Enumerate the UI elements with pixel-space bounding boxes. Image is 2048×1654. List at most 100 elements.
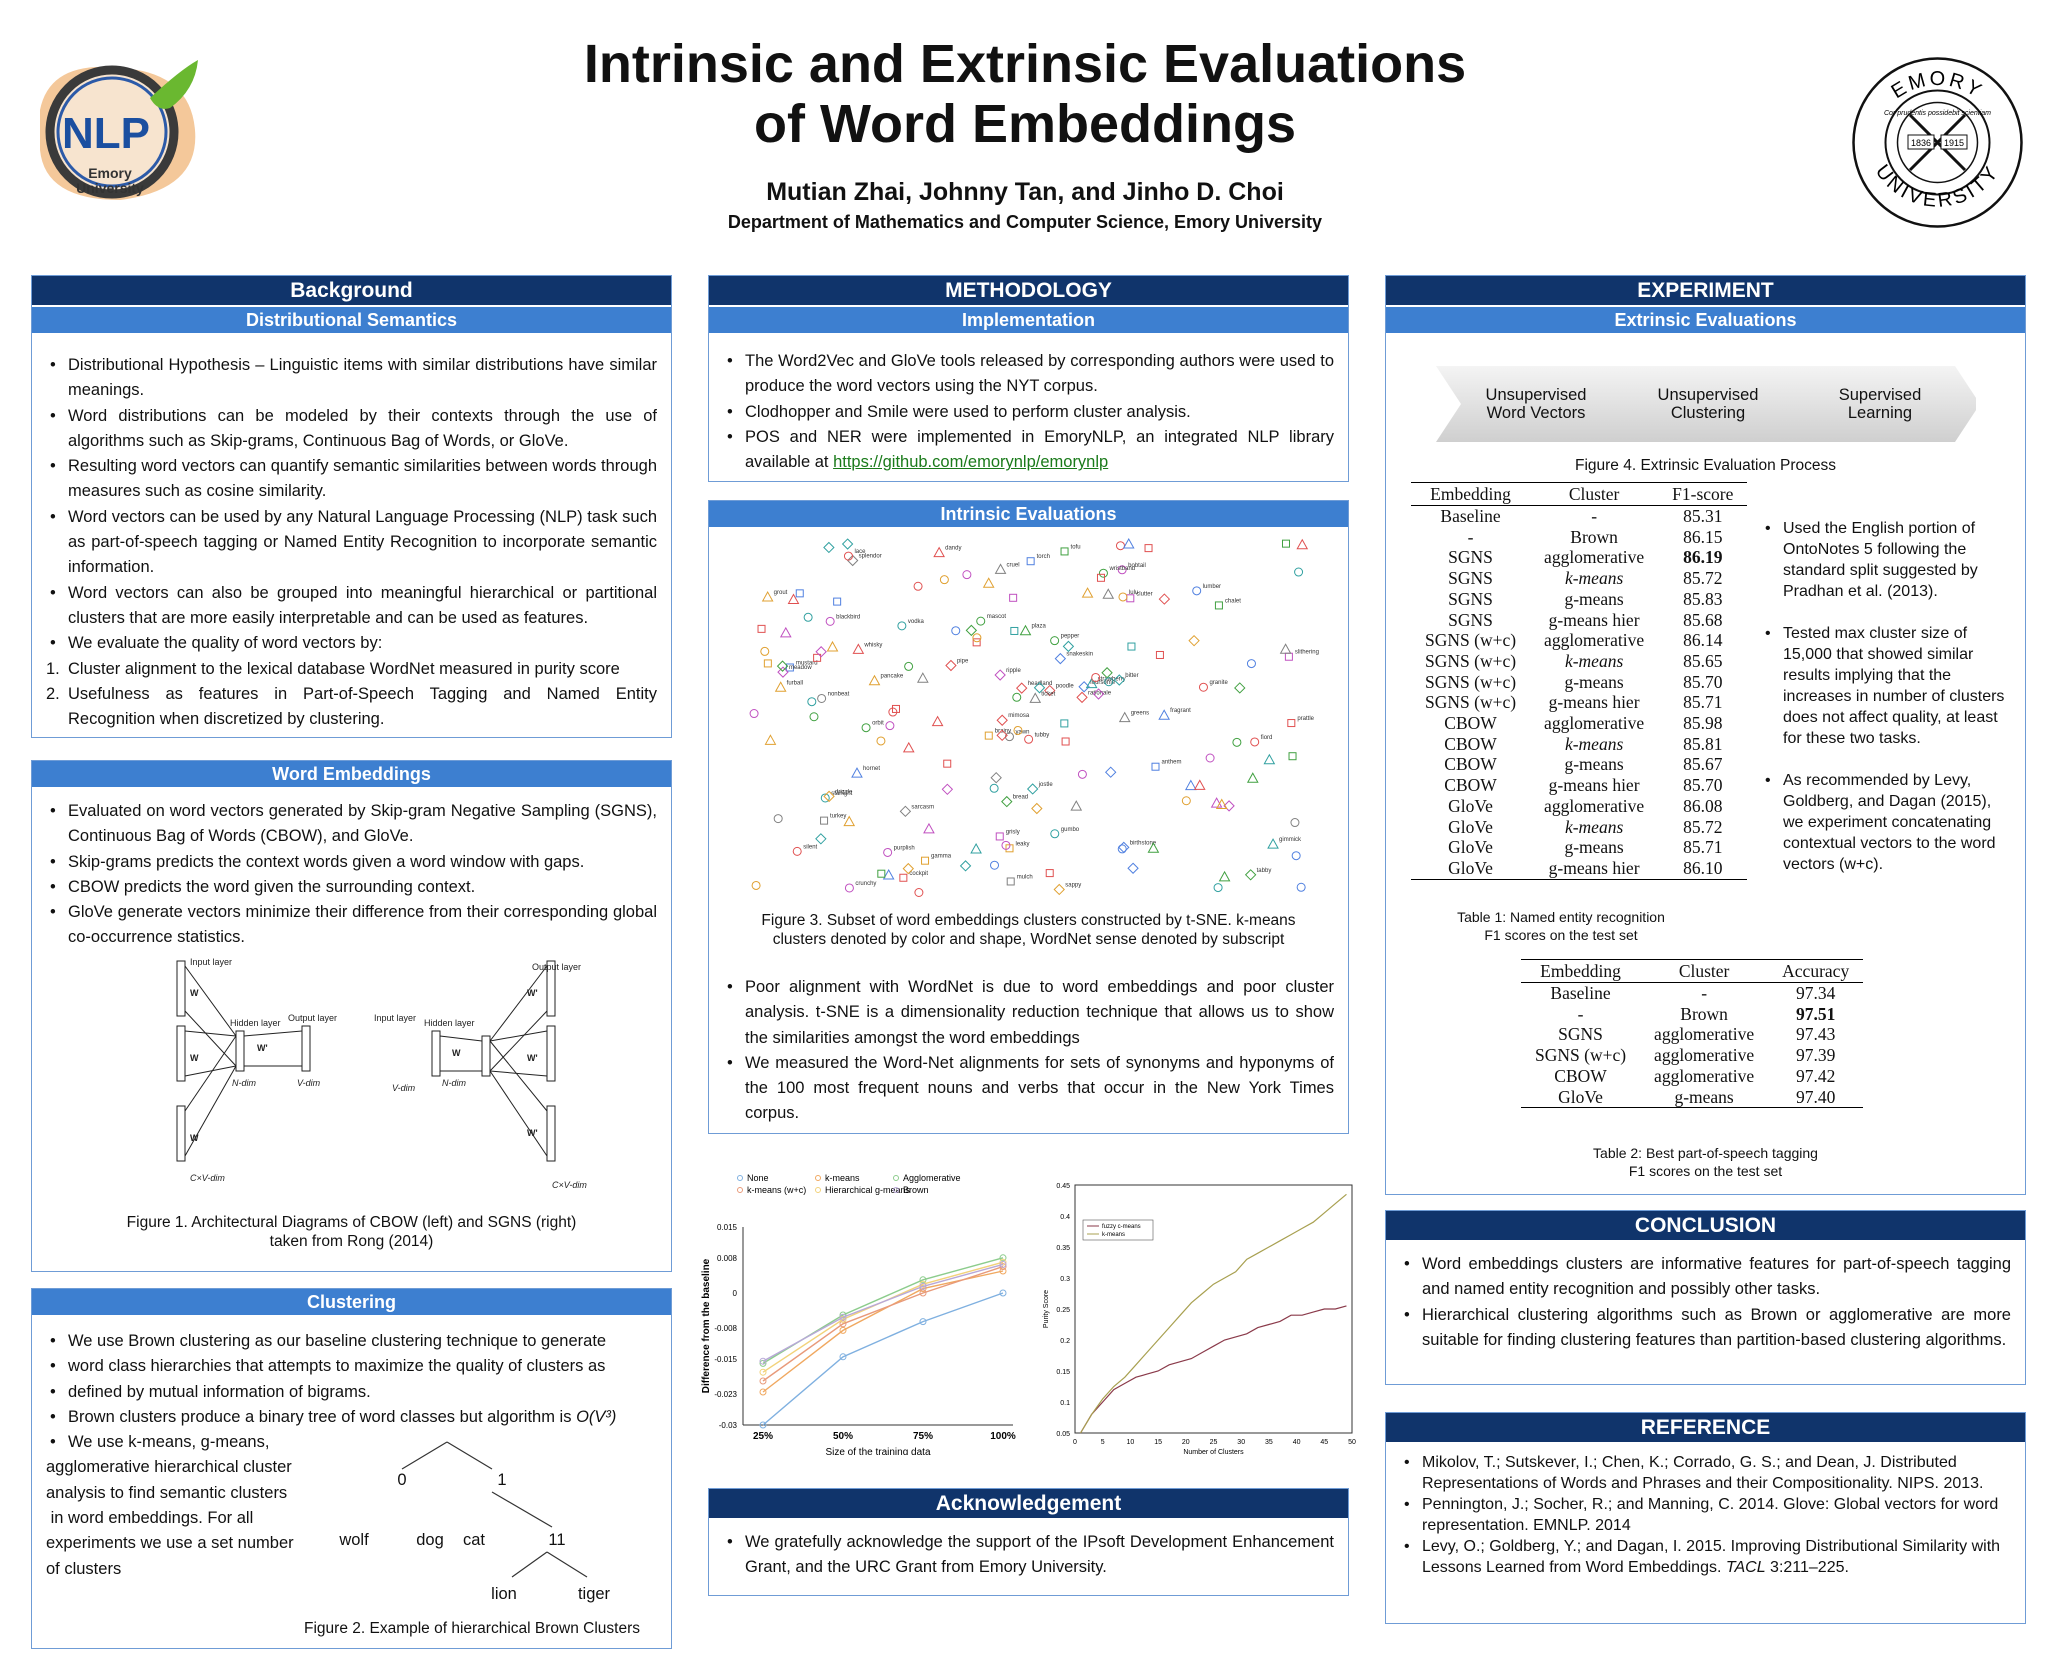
table-cell: 85.72 — [1683, 568, 1723, 589]
tsne-word-label: pancake — [880, 674, 903, 680]
tsne-word-label: pepper — [1061, 634, 1080, 640]
x-tick-label: 30 — [1237, 1439, 1245, 1446]
methodology-panel: METHODOLOGY Implementation The Word2Vec … — [708, 275, 1349, 482]
tsne-point — [817, 693, 827, 703]
table-cell: Brown — [1680, 1003, 1728, 1024]
tsne-point — [941, 783, 954, 796]
brown-cluster-tree: 0 1 11 wolf dog cat lion tiger — [338, 1441, 611, 1603]
tsne-point — [1033, 682, 1046, 694]
svg-text:C×V-dim: C×V-dim — [190, 1173, 225, 1183]
table-cell: g-means — [1564, 837, 1624, 858]
table-cell: 97.39 — [1795, 1045, 1836, 1066]
svg-text:W: W — [452, 1048, 461, 1058]
tsne-point — [764, 734, 777, 745]
tsne-point — [820, 793, 830, 803]
tsne-point — [996, 714, 1008, 726]
tsne-point — [962, 570, 972, 580]
list-item: As recommended by Levy, Goldberg, and Da… — [1761, 770, 2011, 875]
tsne-point — [888, 707, 898, 717]
svg-text:Output layer: Output layer — [288, 1013, 337, 1023]
svg-text:W': W' — [527, 1053, 538, 1063]
tsne-point — [1102, 588, 1115, 599]
list-item: Word distributions can be modeled by the… — [46, 404, 657, 455]
tsne-point — [1024, 734, 1034, 744]
y-tick-label: 0.05 — [1056, 1431, 1070, 1438]
tsne-point — [1006, 877, 1015, 886]
tsne-word-label: turkey — [830, 814, 846, 820]
emorynlp-link[interactable]: https://github.com/emorynlp/emorynlp — [833, 453, 1109, 472]
tsne-point — [1060, 719, 1069, 728]
table-row: GloVe agglomerative 86.08 — [1411, 796, 1747, 817]
tsne-point — [1210, 797, 1223, 808]
legend-label: fuzzy c-means — [1102, 1224, 1141, 1230]
svg-text:Word Vectors: Word Vectors — [1487, 404, 1586, 422]
tsne-point — [1158, 593, 1171, 605]
tsne-word-label: meadow — [789, 665, 812, 671]
y-tick-label: 0 — [733, 1289, 738, 1298]
tsne-word-label: greens — [1131, 711, 1149, 717]
table-cell: agglomerative — [1544, 630, 1645, 651]
tsne-word-label: lulu — [1129, 590, 1138, 596]
tsne-point — [841, 538, 854, 550]
figure1-caption: Figure 1. Architectural Diagrams of CBOW… — [126, 1214, 577, 1250]
tsne-point — [1118, 711, 1131, 723]
tsne-point — [902, 741, 915, 753]
list-item: We gratefully acknowledge the support of… — [723, 1530, 1334, 1581]
table-cell: Baseline — [1550, 983, 1611, 1003]
tsne-point — [844, 883, 854, 893]
tsne-word-label: rationale — [1088, 690, 1112, 696]
tsne-point — [1215, 798, 1228, 810]
table-cell: 85.65 — [1683, 650, 1723, 671]
series-line — [762, 1265, 1004, 1382]
svg-text:W: W — [190, 988, 199, 998]
legend-label: None — [747, 1173, 769, 1183]
tsne-point — [1026, 783, 1039, 795]
word-embeddings-header: Word Embeddings — [32, 761, 671, 787]
table-cell: k-means — [1564, 568, 1624, 589]
tsne-point — [899, 805, 912, 818]
tsne-word-label: mascot — [987, 614, 1007, 620]
emory-seal-logo: EMORY UNIVERSITY 1836 1915 Cor prudentis… — [1850, 55, 2025, 230]
svg-text:University: University — [76, 180, 144, 196]
tsne-point — [1246, 772, 1259, 783]
flow-step-2: Unsupervised — [1658, 386, 1759, 404]
list-item: 2. Usefulness as features in Part-of-Spee… — [46, 684, 657, 729]
tsne-point — [1118, 841, 1130, 854]
tsne-point — [825, 616, 835, 626]
tsne-word-label: whisky — [863, 642, 882, 648]
tsne-point — [757, 624, 766, 633]
tsne-point — [1054, 652, 1067, 665]
table-cell: agglomerative — [1544, 713, 1645, 734]
svg-text:W: W — [190, 1053, 199, 1063]
tsne-point — [1026, 557, 1035, 566]
tsne-word-label: fiord — [1261, 735, 1273, 741]
table-cell: CBOW — [1444, 713, 1497, 734]
tsne-point — [1081, 587, 1094, 598]
table-row: CBOW g-means hier 85.70 — [1411, 775, 1747, 796]
table-cell: 85.98 — [1683, 713, 1723, 734]
tsne-word-label: dandy — [945, 546, 961, 552]
tsne-point — [1104, 766, 1117, 778]
y-tick-label: 0.35 — [1056, 1245, 1070, 1252]
cbow-sgns-diagram: Input layer Hidden layer Output layer N-… — [176, 957, 587, 1190]
svg-text:Output layer: Output layer — [532, 962, 581, 972]
tsne-point — [843, 551, 853, 561]
purity-score-line-chart: 0.45 0.4 0.35 0.3 0.25 0.2 0.15 0.1 0.050 5 10 15 20… — [1043, 1183, 1356, 1455]
implementation-header: Implementation — [709, 307, 1348, 333]
list-item: Skip-grams predicts the context words gi… — [46, 850, 657, 876]
svg-text:Cor prudentis possidebit scien: Cor prudentis possidebit scientiam — [1884, 110, 1991, 117]
tsne-point — [1263, 753, 1276, 765]
tsne-point — [1144, 544, 1153, 553]
tsne-point — [1104, 677, 1114, 687]
tsne-word-label: pipe — [957, 659, 969, 665]
series-line — [762, 1263, 1004, 1362]
legend-marker — [815, 1187, 821, 1193]
x-tick-label: 75% — [913, 1431, 933, 1442]
implementation-bullets: The Word2Vec and GloVe tools released by… — [723, 349, 1334, 475]
list-item: Evaluated on word vectors generated by S… — [46, 799, 657, 850]
tsne-point — [882, 869, 895, 880]
data-point — [919, 1285, 927, 1293]
tsne-point — [774, 681, 787, 692]
tsne-point — [970, 842, 982, 854]
table-cell: g-means — [1564, 754, 1624, 775]
